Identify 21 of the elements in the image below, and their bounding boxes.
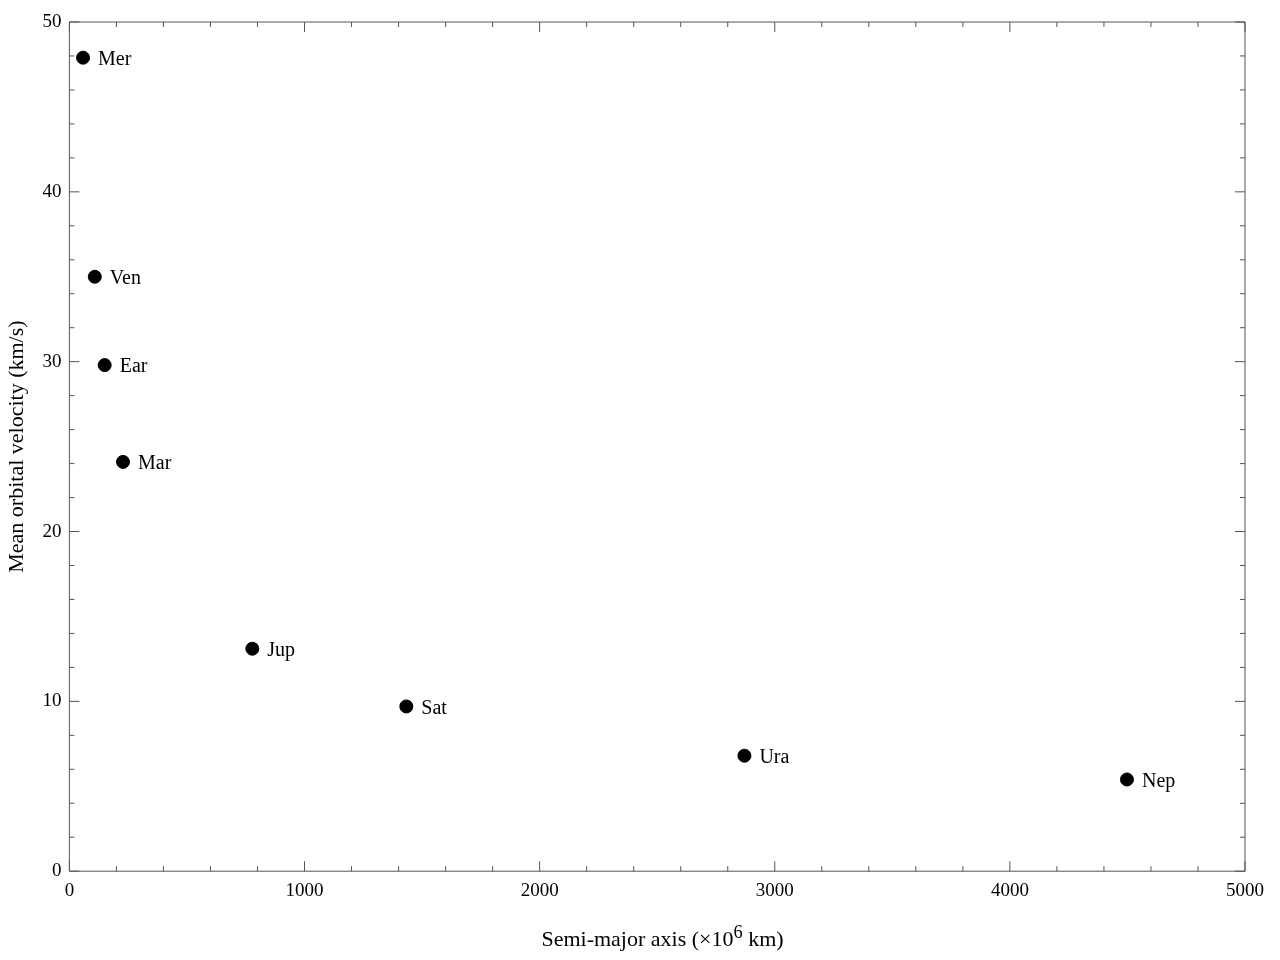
x-tick-label: 2000 bbox=[520, 878, 559, 900]
annotation: Sat bbox=[421, 695, 448, 718]
x-axis-title: Semi-major axis (×10$^{6}$ km) bbox=[540, 922, 785, 953]
x-tick-label: 5000 bbox=[1226, 878, 1264, 900]
annotation: Ura bbox=[759, 744, 790, 767]
y-tick-label: 20 bbox=[42, 519, 62, 541]
annotation: Ven bbox=[109, 266, 141, 289]
y-tick-label: 50 bbox=[42, 9, 62, 31]
annotation: Ear bbox=[119, 354, 148, 377]
annotation: Mar bbox=[138, 451, 172, 474]
annotation: Mer bbox=[98, 46, 132, 69]
y-tick-label: 0 bbox=[51, 859, 62, 881]
y-tick-label: 30 bbox=[42, 349, 62, 371]
x-tick-label: 3000 bbox=[755, 878, 794, 900]
x-tick-label: 1000 bbox=[285, 878, 324, 900]
y-axis-title: Mean orbital velocity (km/s) bbox=[2, 320, 28, 573]
y-tick-label: 10 bbox=[42, 689, 62, 711]
annotation: Jup bbox=[267, 637, 296, 661]
x-tick-label: 4000 bbox=[990, 878, 1029, 900]
annotation: Nep bbox=[1141, 768, 1176, 792]
y-tick-label: 40 bbox=[42, 179, 62, 201]
